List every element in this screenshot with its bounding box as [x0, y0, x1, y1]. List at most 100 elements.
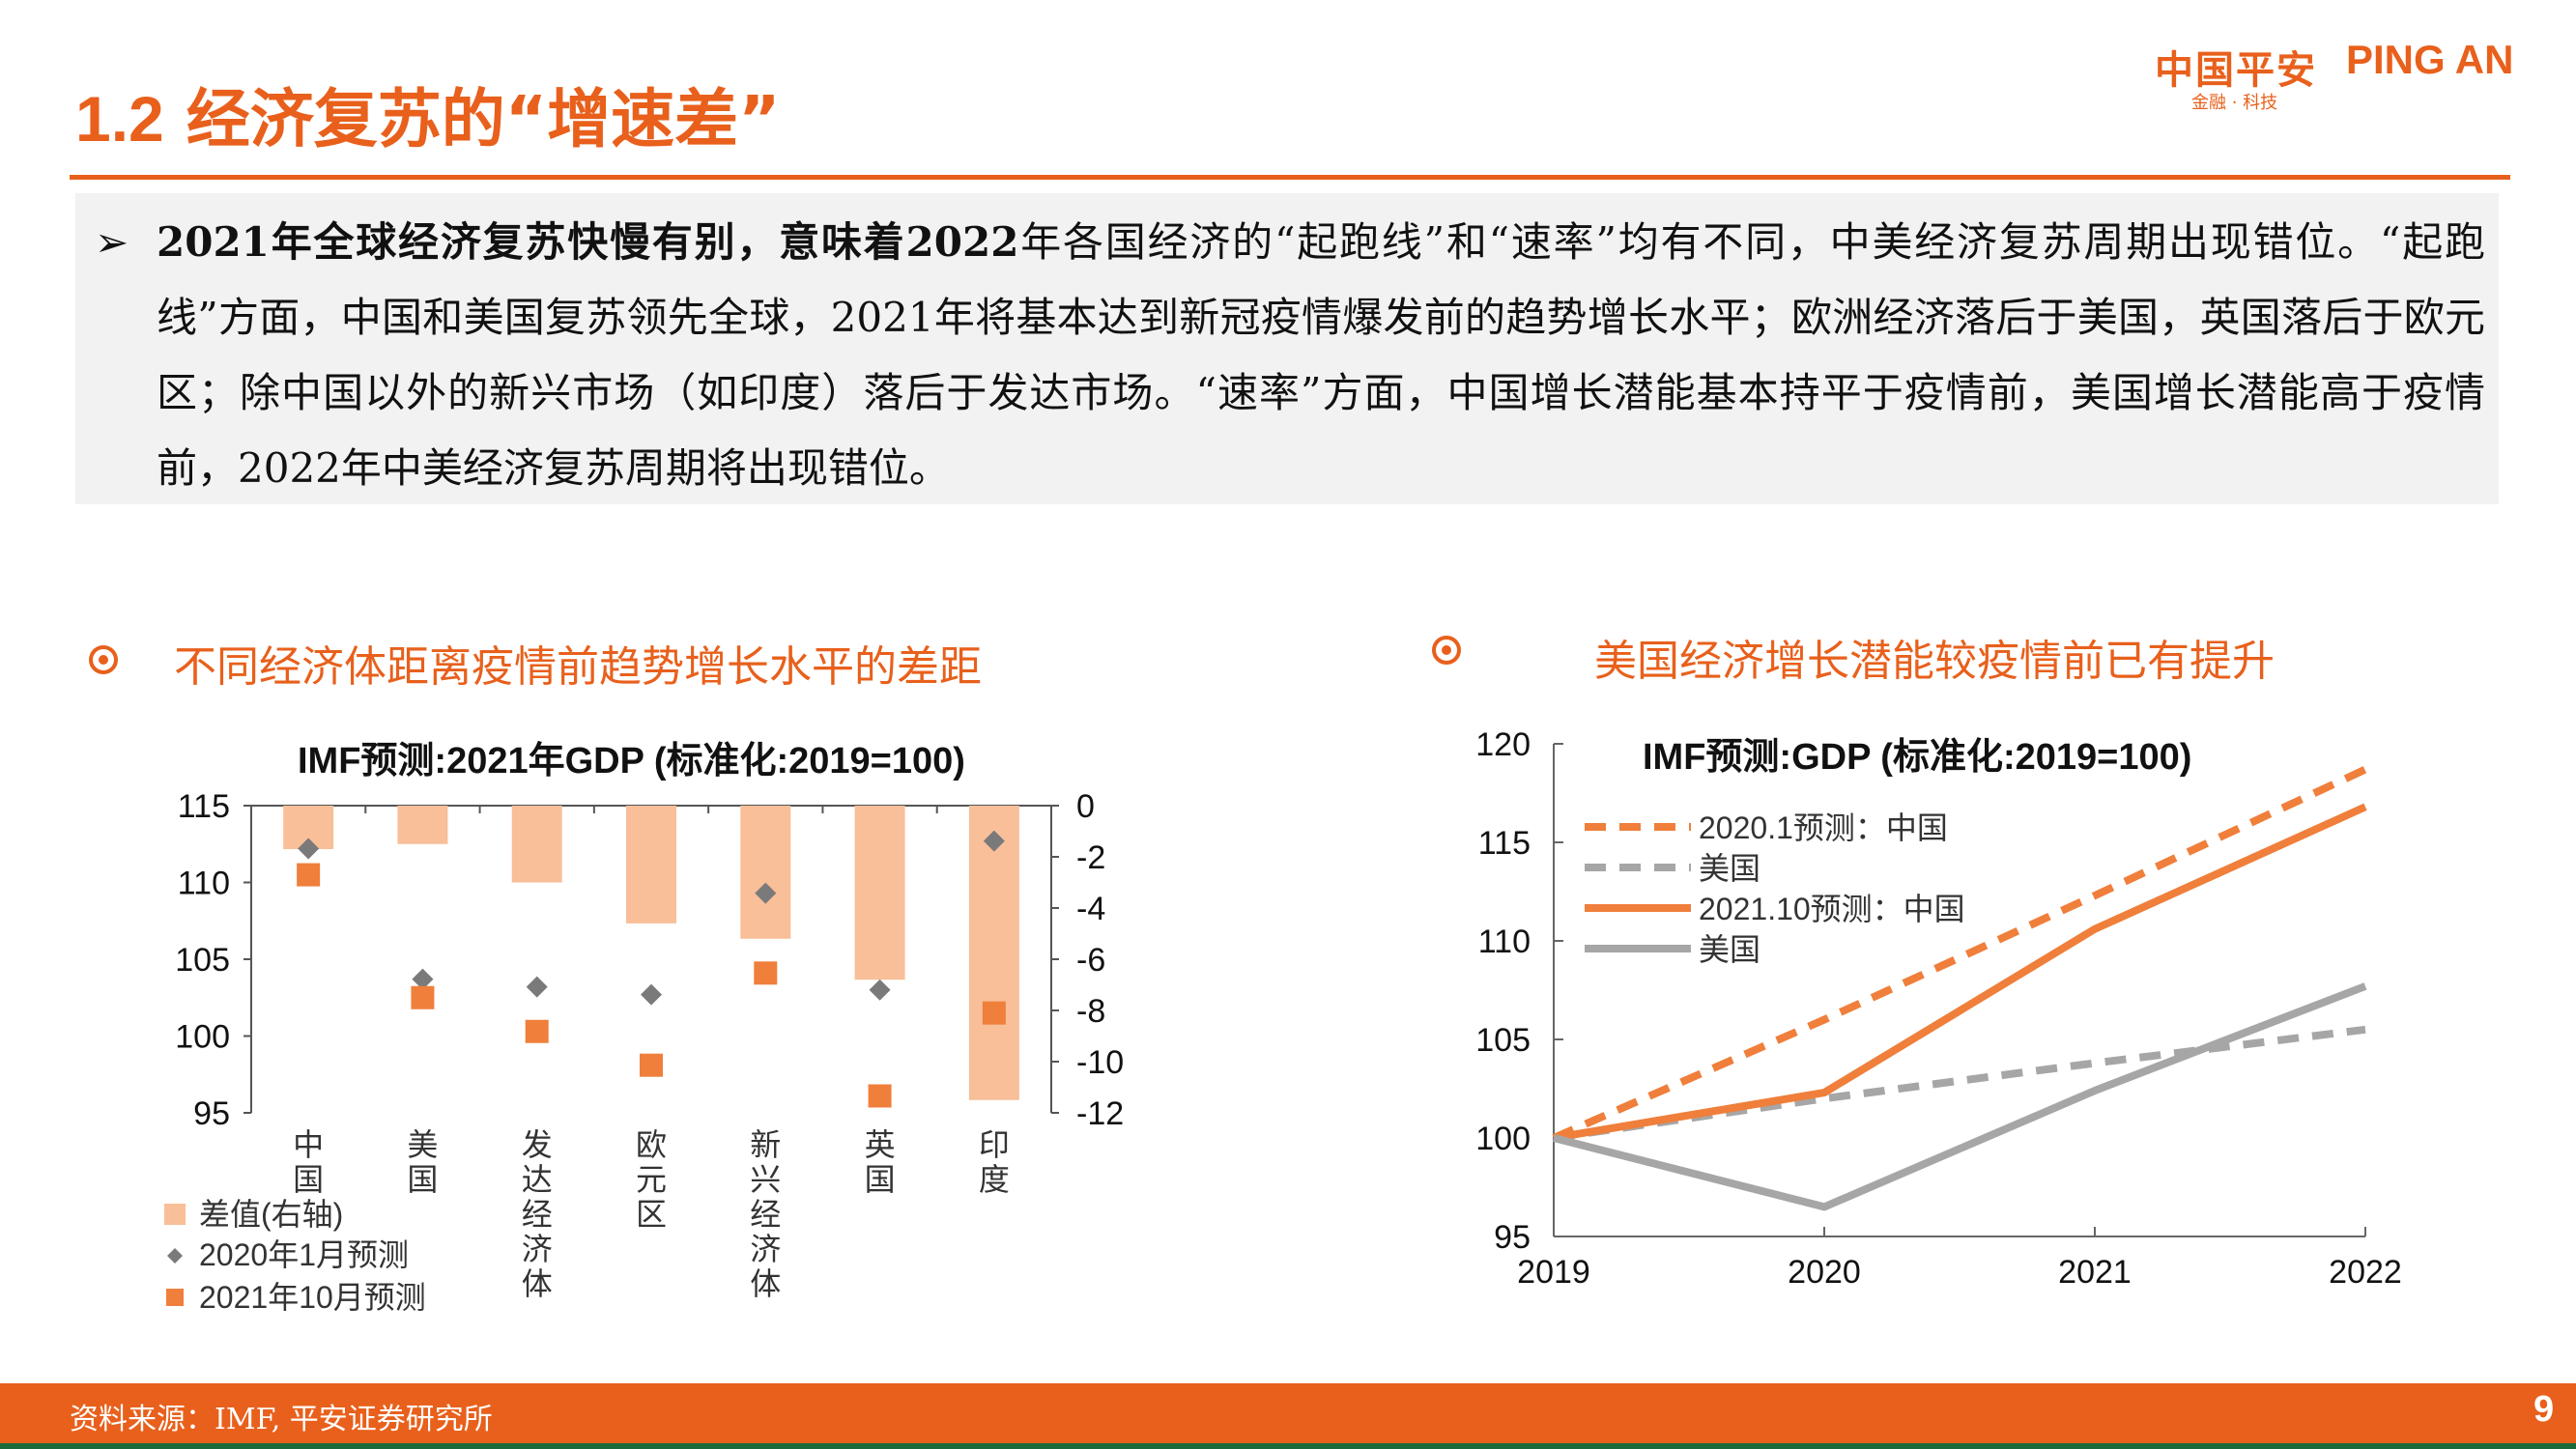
- y-tick-label: 100: [1475, 1121, 1531, 1157]
- summary-box: [75, 193, 2499, 504]
- left-tick-label: 110: [178, 866, 230, 902]
- category-label-char: 济: [750, 1232, 781, 1266]
- oct2021-forecast-point: [982, 1001, 1006, 1025]
- jan2020-forecast-point: [526, 976, 548, 998]
- gap-bar: [968, 806, 1019, 1100]
- y-tick-label: 105: [1475, 1022, 1531, 1059]
- page-number: 9: [2533, 1389, 2555, 1430]
- category-label-char: 度: [979, 1162, 1010, 1197]
- jan2020-forecast-point: [869, 979, 891, 1001]
- category-label-char: 英: [865, 1127, 896, 1162]
- right-tick-label: -8: [1076, 993, 1105, 1030]
- oct2021-forecast-point: [754, 961, 778, 985]
- summary-bold-year-b: 2022: [905, 218, 1019, 266]
- right-chart-title: IMF预测:GDP (标准化:2019=100): [1643, 737, 2191, 778]
- target-bullet-icon: [89, 645, 118, 674]
- y-tick-label: 115: [1478, 825, 1531, 862]
- category-label-char: 国: [293, 1162, 324, 1197]
- summary-bold-year-a: 2021: [157, 218, 270, 266]
- left-panel-heading: 不同经济体距离疫情前趋势增长水平的差距: [174, 642, 982, 692]
- summary-text: 2021年全球经济复苏快慢有别，意味着2022年各国经济的“起跑线”和“速率”均…: [157, 205, 2485, 506]
- legend-square-swatch: [166, 1289, 184, 1306]
- y-tick-label: 95: [1494, 1219, 1531, 1256]
- left-tick-label: 115: [178, 788, 230, 825]
- legend-label: 差值(右轴): [199, 1197, 343, 1232]
- legend-label: 2020年1月预测: [199, 1237, 409, 1272]
- right-tick-label: 0: [1076, 788, 1095, 825]
- footer-bar: [0, 1383, 2576, 1449]
- category-label-char: 国: [407, 1162, 438, 1197]
- legend-label: 2020.1预测：中国: [1699, 810, 1948, 845]
- gdp-forecast-chart: IMF预测:GDP (标准化:2019=100) 95 100 105 110 115 1…: [1475, 726, 2402, 1291]
- right-tick-label: -6: [1076, 942, 1105, 979]
- category-label-char: 美: [407, 1127, 438, 1162]
- category-label-char: 国: [865, 1162, 896, 1197]
- logo-tagline: 金融 · 科技: [2191, 93, 2278, 113]
- legend-label: 美国: [1699, 851, 1760, 886]
- oct2021-forecast-line: [1553, 803, 2367, 1142]
- left-chart-title: IMF预测:2021年GDP (标准化:2019=100): [298, 741, 965, 781]
- legend-label: 美国: [1699, 932, 1760, 967]
- gdp-gap-chart: IMF预测:2021年GDP (标准化:2019=100) 95 100 105 11…: [164, 741, 1124, 1315]
- page-title: 1.2 经济复苏的“增速差”: [75, 68, 781, 160]
- gap-bar: [626, 806, 676, 923]
- category-label-char: 新: [750, 1127, 781, 1162]
- category-label-char: 体: [750, 1266, 781, 1301]
- source-note: 资料来源：IMF, 平安证券研究所: [70, 1403, 493, 1436]
- summary-bold-a: 年全球经济复苏快慢有别，意味着: [269, 218, 906, 266]
- jan2020-forecast-line: [1552, 765, 2367, 1142]
- oct2021-forecast-point: [640, 1053, 663, 1077]
- gap-bar: [740, 806, 791, 939]
- legend-label: 2021年10月预测: [199, 1280, 426, 1315]
- legend-label: 2021.10预测：中国: [1699, 892, 1965, 926]
- jan2020-forecast-point: [298, 838, 320, 860]
- summary-body: 年各国经济的“起跑线”和“速率”均有不同，中美经济复苏周期出现错位。“起跑线”方…: [157, 218, 2485, 492]
- right-tick-label: -12: [1076, 1095, 1124, 1132]
- footer-accent-line: [0, 1443, 2576, 1449]
- section-number: 1.2: [75, 83, 164, 155]
- right-tick-label: -10: [1076, 1044, 1124, 1081]
- jan2020-forecast-point: [983, 830, 1005, 852]
- logo-chinese: 中国平安: [2155, 48, 2317, 93]
- gap-bar: [511, 806, 562, 883]
- oct2021-forecast-point: [297, 863, 321, 887]
- jan2020-forecast-line: [1553, 1025, 2366, 1142]
- x-tick-label: 2019: [1517, 1254, 1590, 1291]
- right-tick-label: -2: [1076, 839, 1105, 876]
- oct2021-forecast-point: [868, 1084, 892, 1108]
- left-tick-label: 100: [175, 1019, 230, 1056]
- y-tick-label: 110: [1478, 923, 1531, 960]
- right-panel-heading: 美国经济增长潜能较疫情前已有提升: [1594, 637, 2275, 686]
- y-tick-label: 120: [1475, 726, 1531, 763]
- legend-bar-swatch: [164, 1204, 186, 1225]
- category-label-char: 区: [636, 1197, 667, 1232]
- arrow-bullet-icon: ➢: [95, 218, 129, 266]
- category-label-char: 经: [750, 1197, 781, 1232]
- jan2020-forecast-point: [755, 882, 777, 904]
- logo-english: PING AN: [2346, 37, 2514, 82]
- category-label-char: 经: [522, 1197, 553, 1232]
- category-label-char: 中: [293, 1127, 324, 1162]
- category-label-char: 印: [979, 1127, 1010, 1162]
- oct2021-forecast-point: [411, 985, 435, 1009]
- x-tick-label: 2020: [1788, 1254, 1861, 1291]
- category-label-char: 达: [522, 1162, 553, 1197]
- jan2020-forecast-point: [412, 968, 434, 990]
- legend-diamond-swatch: [167, 1248, 183, 1264]
- x-tick-label: 2022: [2329, 1254, 2402, 1291]
- category-label-char: 济: [522, 1232, 553, 1266]
- oct2021-forecast-point: [525, 1019, 549, 1043]
- category-label-char: 欧: [636, 1127, 667, 1162]
- jan2020-forecast-point: [641, 983, 662, 1006]
- left-tick-label: 95: [193, 1095, 230, 1132]
- category-label-char: 发: [522, 1127, 553, 1162]
- category-label-char: 元: [636, 1162, 667, 1197]
- title-divider: [70, 175, 2510, 180]
- oct2021-forecast-line: [1553, 982, 2367, 1211]
- target-bullet-icon: [1432, 636, 1461, 665]
- left-tick-label: 105: [175, 942, 230, 979]
- gap-bar: [854, 806, 905, 980]
- x-tick-label: 2021: [2058, 1254, 2132, 1291]
- gap-bar: [397, 806, 448, 844]
- category-label-char: 兴: [750, 1162, 781, 1197]
